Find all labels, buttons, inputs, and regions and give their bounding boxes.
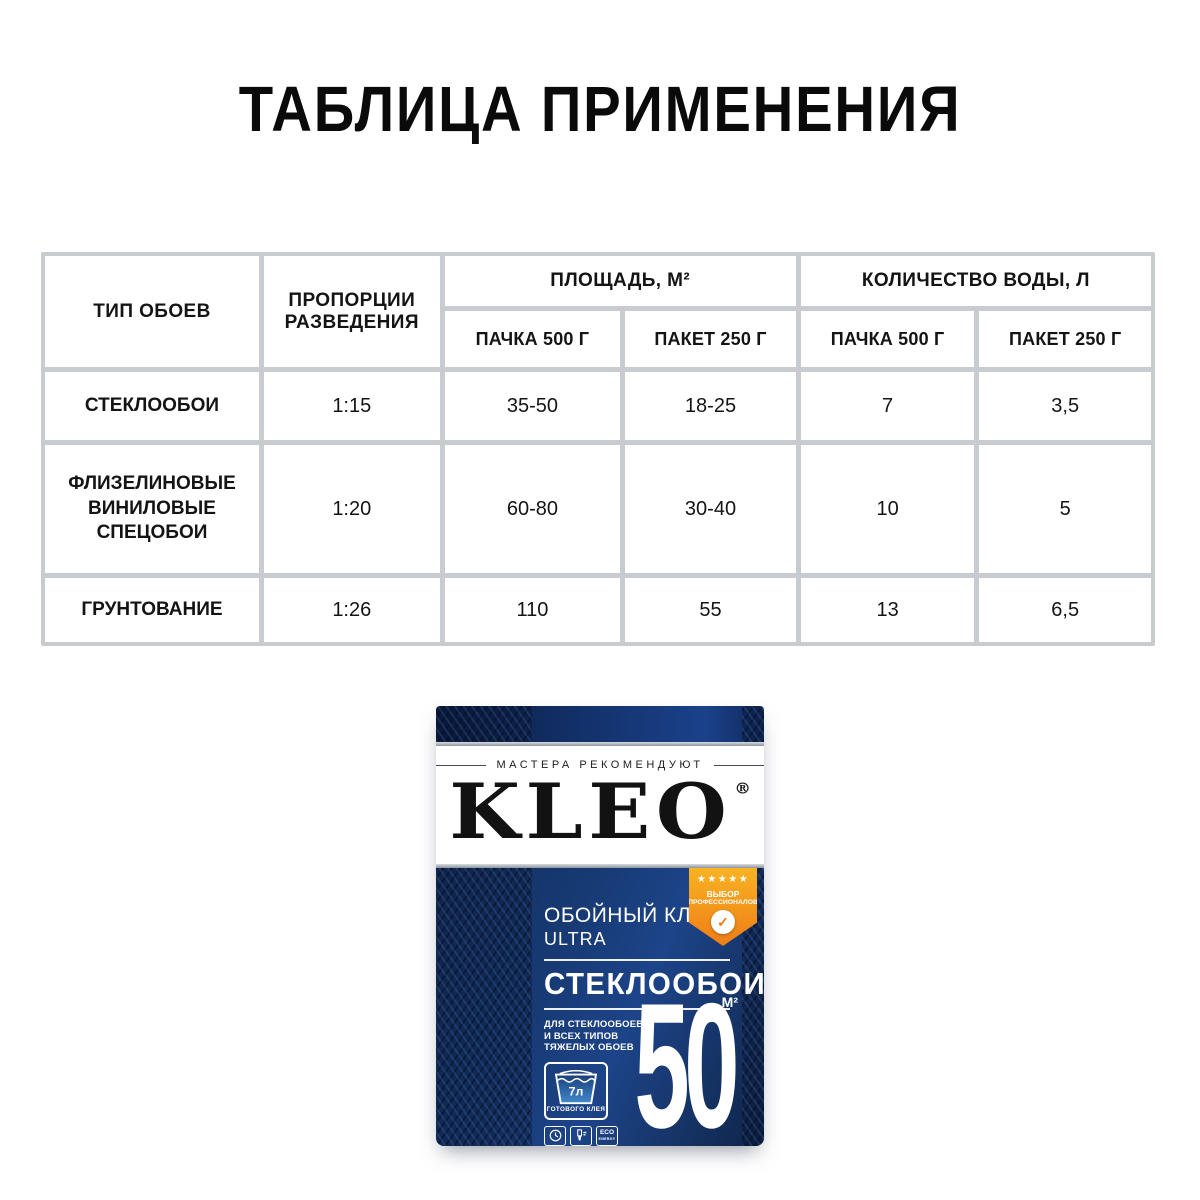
table-value: 60-80	[444, 445, 621, 573]
bucket-icon: 7л	[554, 1069, 598, 1104]
table-value: 1:20	[263, 445, 440, 573]
eco-energy-icon: ECO ENERGY	[596, 1125, 618, 1146]
timer-icon	[544, 1125, 566, 1146]
header-dilution-proportions: ПРОПОРЦИИ РАЗВЕДЕНИЯ	[263, 256, 440, 367]
table-value: 13	[800, 578, 975, 642]
brand-tagline: МАСТЕРА РЕКОМЕНДУЮТ	[436, 759, 764, 771]
silver-strip	[436, 742, 764, 746]
package-brand-band: МАСТЕРА РЕКОМЕНДУЮТ KLEO ®	[436, 746, 764, 864]
table-value: 5	[979, 445, 1151, 573]
row-label: ГРУНТОВАНИЕ	[45, 578, 259, 642]
eco-label: ECO	[599, 1129, 615, 1137]
ready-glue-volume-box: 7л ГОТОВОГО КЛЕЯ	[544, 1061, 608, 1120]
table-value: 55	[625, 578, 796, 642]
product-package: МАСТЕРА РЕКОМЕНДУЮТ KLEO ® ★★★★★ ВЫБОР ПР…	[436, 706, 764, 1146]
herringbone-pattern-right	[742, 706, 764, 742]
checkmark-icon: ✓	[711, 910, 735, 935]
divider-line	[544, 959, 730, 961]
herringbone-pattern-left	[436, 706, 532, 742]
table-value: 1:26	[263, 578, 440, 642]
row-label: ФЛИЗЕЛИНОВЫЕ ВИНИЛОВЫЕ СПЕЦОБОИ	[45, 445, 259, 573]
header-wallpaper-type: ТИП ОБОЕВ	[45, 256, 259, 367]
feature-icons-row: ECO ENERGY	[544, 1125, 730, 1146]
subheader-water-bag-250g: ПАКЕТ 250 Г	[979, 311, 1151, 367]
header-water-group: КОЛИЧЕСТВО ВОДЫ, Л	[800, 256, 1151, 306]
badge-line1: ВЫБОР	[706, 889, 740, 899]
badge-line2: ПРОФЕССИОНАЛОВ	[688, 899, 758, 907]
bucket-caption: ГОТОВОГО КЛЕЯ	[546, 1105, 606, 1113]
bucket-volume: 7л	[569, 1084, 584, 1098]
herringbone-pattern-right	[742, 868, 764, 1146]
table-value: 7	[800, 372, 975, 440]
package-top-band	[436, 706, 764, 742]
product-description: ДЛЯ СТЕКЛООБОЕВ И ВСЕХ ТИПОВ ТЯЖЕЛЫХ ОБО…	[544, 1019, 644, 1054]
tagline-text: МАСТЕРА РЕКОМЕНДУЮТ	[496, 759, 704, 771]
five-stars-icon: ★★★★★	[696, 874, 750, 885]
coverage-value: 50	[634, 966, 739, 1146]
tagline-rule-right	[713, 764, 764, 766]
row-label: СТЕКЛООБОИ	[45, 372, 259, 440]
table-value: 18-25	[625, 372, 796, 440]
package-content: ОБОЙНЫЙ КЛЕЙ ULTRA СТЕКЛООБОИ ДЛЯ СТЕКЛО…	[544, 868, 764, 1146]
package-body: ★★★★★ ВЫБОР ПРОФЕССИОНАЛОВ ✓ ОБОЙНЫЙ КЛЕ…	[436, 868, 764, 1146]
application-table: ТИП ОБОЕВ ПРОПОРЦИИ РАЗВЕДЕНИЯ ПЛОЩАДЬ, …	[41, 252, 1155, 646]
product-type: ОБОЙНЫЙ КЛЕЙ	[544, 904, 722, 927]
subheader-area-pack-500g: ПАЧКА 500 Г	[444, 311, 621, 367]
brand-logo: KLEO ®	[449, 775, 751, 850]
eco-sublabel: ENERGY	[598, 1136, 616, 1141]
table-value: 3,5	[979, 372, 1151, 440]
subheader-water-pack-500g: ПАЧКА 500 Г	[800, 311, 975, 367]
registered-mark: ®	[734, 779, 751, 798]
header-area-group: ПЛОЩАДЬ, М²	[444, 256, 796, 306]
table-value: 6,5	[979, 578, 1151, 642]
silver-strip	[436, 864, 764, 868]
table-value: 30-40	[625, 445, 796, 573]
page-title: ТАБЛИЦА ПРИМЕНЕНИЯ	[238, 73, 962, 145]
herringbone-pattern-left	[436, 868, 532, 1146]
product-series: ULTRA	[544, 929, 607, 949]
divider-line	[544, 1008, 730, 1010]
brand-name: KLEO	[449, 768, 733, 857]
tagline-rule-left	[436, 764, 487, 766]
table-value: 10	[800, 445, 975, 573]
brush-icon	[570, 1125, 592, 1146]
table-value: 1:15	[263, 372, 440, 440]
subheader-area-bag-250g: ПАКЕТ 250 Г	[625, 311, 796, 367]
table-value: 35-50	[444, 372, 621, 440]
coverage-unit: М²	[721, 994, 738, 1010]
table-value: 110	[444, 578, 621, 642]
